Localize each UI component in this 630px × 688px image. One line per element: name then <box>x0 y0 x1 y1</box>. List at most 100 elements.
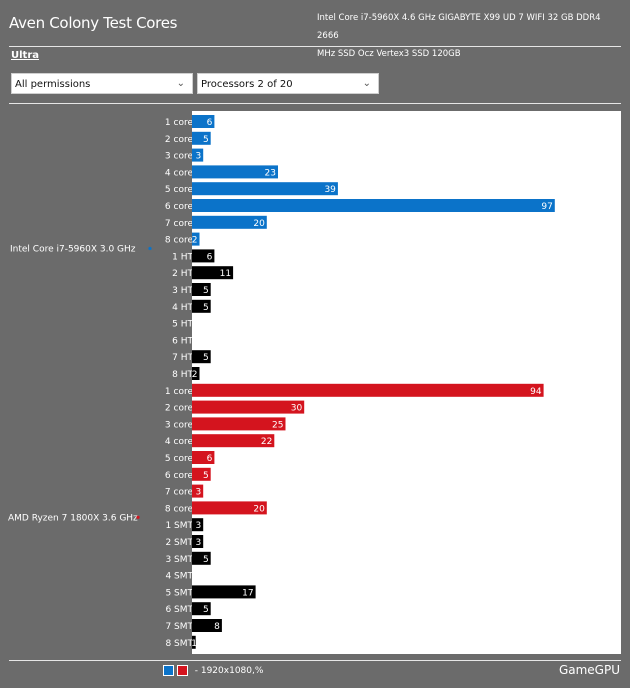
category-label: 3 HT <box>172 286 192 296</box>
page-title: Aven Colony Test Cores <box>9 14 178 32</box>
data-label: 5 <box>203 286 209 296</box>
data-label: 6 <box>207 252 213 262</box>
bar-1-14 <box>192 619 222 632</box>
chevron-down-icon: ⌄ <box>176 78 185 89</box>
bar-0-1 <box>192 131 211 145</box>
bar-0-15 <box>192 367 200 380</box>
category-labels: 1 core 2 core 3 core 4 core 5 core 6 core 7 co… <box>8 118 192 649</box>
bar-0-4 <box>192 182 338 196</box>
category-label: 4 core <box>165 437 192 447</box>
category-label: 1 core <box>165 118 192 128</box>
data-label: 5 <box>203 135 209 145</box>
legend: - 1920x1080,% <box>163 665 263 676</box>
bar-0-8 <box>192 249 215 263</box>
data-label: 5 <box>203 303 209 313</box>
data-label: 3 <box>195 538 201 548</box>
data-label: 8 <box>214 622 220 632</box>
group-marker-dot <box>136 515 140 519</box>
bar-0-7 <box>192 232 200 246</box>
category-label: 2 core <box>165 404 192 414</box>
category-label: 8 core <box>165 504 192 514</box>
data-label: 5 <box>203 471 209 481</box>
data-label: 3 <box>195 152 201 162</box>
data-label: 22 <box>261 437 272 447</box>
category-label: 6 core <box>165 202 192 212</box>
category-label: 6 SMT <box>165 605 192 615</box>
brand-watermark: GameGPU <box>558 663 620 677</box>
bar-1-1 <box>192 400 305 414</box>
bar-chart: 6532339972026115500529430252265320335017… <box>192 115 555 649</box>
category-label: 7 SMT <box>165 622 192 632</box>
processors-select[interactable]: Processors 2 of 20 ⌄ <box>197 73 379 94</box>
data-label: 5 <box>203 555 209 565</box>
category-label: 2 SMT <box>165 538 192 548</box>
bar-0-0 <box>192 115 215 128</box>
category-label: 5 core <box>165 185 192 195</box>
footer-divider <box>9 660 621 661</box>
bar-1-15 <box>192 635 196 649</box>
category-label: 1 HT <box>172 252 192 262</box>
chevron-down-icon: ⌄ <box>362 78 371 89</box>
bar-1-6 <box>192 484 204 498</box>
data-label: 30 <box>291 404 303 414</box>
category-label: 6 HT <box>172 336 192 346</box>
bar-1-0 <box>192 383 544 397</box>
permissions-select-value: All permissions <box>15 79 91 90</box>
category-label: 4 SMT <box>165 572 192 582</box>
header-divider <box>9 46 621 47</box>
bar-1-4 <box>192 451 215 464</box>
data-label: 2 <box>192 236 198 246</box>
bar-0-14 <box>192 350 211 364</box>
plot-area: 6 5 3 23 39 97 20 2 6 11 5 5 0 0 5 2 94 30 25 22 6 5 3 20 3 3 5 0 17… <box>192 111 621 654</box>
category-label: 5 core <box>165 454 192 464</box>
data-label: 23 <box>265 168 276 178</box>
category-label: 8 core <box>165 236 192 246</box>
bar-0-9 <box>192 266 234 280</box>
category-label: 5 HT <box>172 320 192 330</box>
processors-select-value: Processors 2 of 20 <box>201 79 293 90</box>
bar-1-13 <box>192 602 211 616</box>
bar-1-7 <box>192 501 267 515</box>
bar-0-10 <box>192 283 211 296</box>
bar-1-2 <box>192 417 286 431</box>
data-label: 6 <box>207 454 213 464</box>
bar-1-3 <box>192 434 275 448</box>
filters-divider <box>9 103 621 104</box>
category-label: 8 SMT <box>165 639 192 649</box>
category-label: 6 core <box>165 471 192 481</box>
category-label: 4 HT <box>172 303 192 313</box>
data-label: 97 <box>541 202 552 212</box>
bar-0-11 <box>192 299 211 313</box>
data-label: 5 <box>203 353 209 363</box>
data-label: 6 <box>207 118 213 128</box>
category-label: 1 SMT <box>165 521 192 531</box>
system-info-line-1: Intel Core i7-5960X 4.6 GHz GIGABYTE X99… <box>317 13 601 41</box>
chart-header: Aven Colony Test Cores Intel Core i7-596… <box>0 0 630 59</box>
legend-swatch-intel <box>163 665 174 676</box>
category-label: 7 HT <box>172 353 192 363</box>
group-label: Intel Core i7-5960X 3.0 GHz <box>10 245 136 255</box>
bar-1-10 <box>192 551 211 565</box>
category-label: 1 core <box>165 387 192 397</box>
category-label: 2 core <box>165 135 192 145</box>
category-label: 3 SMT <box>165 555 192 565</box>
permissions-select[interactable]: All permissions ⌄ <box>11 73 193 94</box>
data-label: 25 <box>272 420 283 430</box>
group-marker-dot <box>148 246 152 251</box>
legend-swatch-amd <box>176 665 188 676</box>
bar-1-9 <box>192 535 204 548</box>
bar-1-12 <box>192 585 256 599</box>
data-label: 0 <box>192 572 197 582</box>
data-label: 1 <box>192 639 197 649</box>
data-label: 2 <box>192 370 198 380</box>
data-label: 39 <box>324 185 336 195</box>
bar-0-3 <box>192 165 278 179</box>
category-label: 3 core <box>165 420 192 430</box>
legend-label: - 1920x1080,% <box>194 665 264 676</box>
system-info-line-2: MHz SSD Ocz Vertex3 SSD 120GB <box>317 49 461 59</box>
quality-preset-link[interactable]: Ultra <box>11 50 40 61</box>
category-label: 8 HT <box>172 370 192 380</box>
bar-0-6 <box>192 215 267 229</box>
category-label: 7 core <box>165 488 192 498</box>
bar-0-5 <box>192 199 555 212</box>
